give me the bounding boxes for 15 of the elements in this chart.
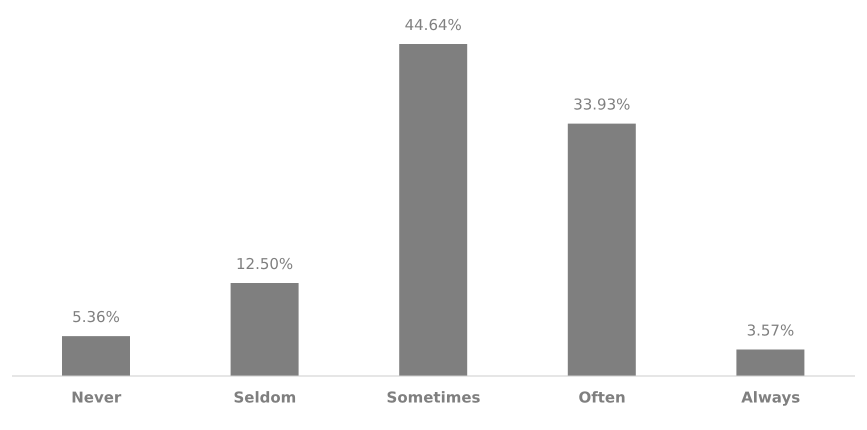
bar xyxy=(736,349,804,376)
x-tick-label: Sometimes xyxy=(386,388,481,407)
bar xyxy=(399,44,468,376)
data-label: 44.64% xyxy=(404,16,462,34)
data-label: 12.50% xyxy=(236,255,294,274)
bar xyxy=(62,336,130,376)
x-tick-label: Seldom xyxy=(234,388,296,407)
x-tick-label: Always xyxy=(741,388,800,407)
bar xyxy=(568,124,636,376)
bar xyxy=(230,283,299,376)
data-label: 33.93% xyxy=(573,96,630,114)
data-label: 5.36% xyxy=(72,308,120,326)
data-label: 3.57% xyxy=(746,321,794,340)
x-tick-label: Never xyxy=(71,388,122,407)
x-tick-label: Often xyxy=(578,388,626,407)
